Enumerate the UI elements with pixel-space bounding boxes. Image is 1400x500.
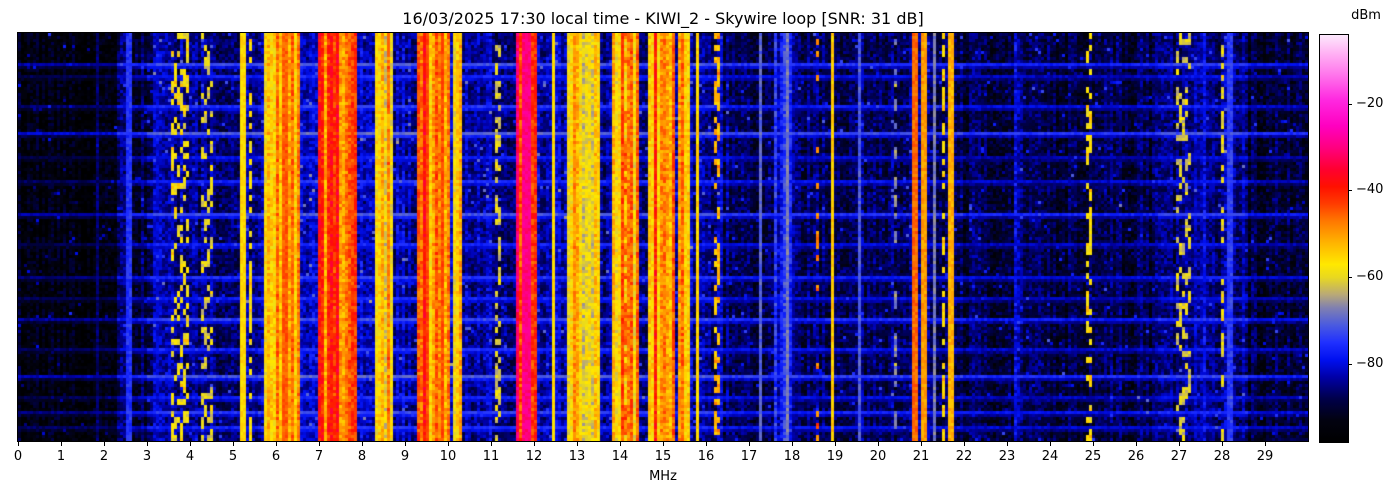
colorbar-tick-mark [1348,190,1352,192]
x-tick-label: 10 [439,449,457,464]
x-tick-mark [405,442,406,446]
x-tick-mark [491,442,492,446]
x-tick-label: 14 [611,449,629,464]
x-tick-label: 3 [142,449,152,464]
x-tick-mark [1136,442,1137,446]
plot-area [17,32,1309,442]
x-tick-mark [663,442,664,446]
x-tick-label: 1 [56,449,66,464]
x-axis-label: MHz [649,469,677,484]
x-tick-label: 5 [228,449,238,464]
x-tick-mark [620,442,621,446]
x-tick-mark [233,442,234,446]
x-tick-mark [749,442,750,446]
x-tick-mark [1050,442,1051,446]
x-tick-mark [534,442,535,446]
x-tick-label: 26 [1127,449,1145,464]
colorbar-tick-mark [1348,276,1352,278]
x-tick-mark [147,442,148,446]
x-tick-mark [921,442,922,446]
x-tick-label: 28 [1213,449,1231,464]
x-tick-label: 4 [185,449,195,464]
x-tick-label: 21 [912,449,930,464]
x-tick-mark [362,442,363,446]
x-tick-label: 9 [400,449,410,464]
x-axis: 0 1 2 3 4 5 6 7 8 9 10 11 12 13 14 15 16 17 18 19 20 21 22 23 24… [0,442,1400,472]
x-tick-mark [706,442,707,446]
x-tick-label: 7 [314,449,324,464]
x-tick-label: 18 [783,449,801,464]
x-tick-label: 6 [271,449,281,464]
x-tick-label: 16 [697,449,715,464]
x-tick-mark [61,442,62,446]
x-tick-label: 25 [1084,449,1102,464]
colorbar-tick-label: −20 [1356,95,1384,111]
x-tick-mark [1093,442,1094,446]
x-tick-label: 8 [357,449,367,464]
x-tick-mark [1265,442,1266,446]
x-tick-label: 17 [740,449,758,464]
x-tick-label: 22 [955,449,973,464]
x-tick-mark [577,442,578,446]
x-tick-label: 19 [826,449,844,464]
colorbar-tick-label: −60 [1356,268,1384,284]
colorbar-gradient [1320,35,1348,442]
x-tick-mark [319,442,320,446]
x-tick-label: 27 [1170,449,1188,464]
x-tick-mark [792,442,793,446]
x-tick-label: 15 [654,449,672,464]
x-tick-mark [835,442,836,446]
x-tick-mark [18,442,19,446]
x-tick-label: 29 [1256,449,1274,464]
colorbar-tick-mark [1348,363,1352,365]
x-tick-label: 11 [482,449,500,464]
colorbar-tick-label: −40 [1356,182,1384,198]
colorbar [1319,34,1349,443]
chart-title: 16/03/2025 17:30 local time - KIWI_2 - S… [402,9,924,28]
x-tick-label: 12 [525,449,543,464]
x-tick-mark [878,442,879,446]
x-tick-label: 20 [869,449,887,464]
x-tick-mark [104,442,105,446]
colorbar-tick-label: −80 [1356,355,1384,371]
x-tick-label: 0 [13,449,23,464]
x-tick-mark [276,442,277,446]
x-tick-label: 24 [1041,449,1059,464]
x-tick-mark [964,442,965,446]
x-tick-mark [1179,442,1180,446]
colorbar-label: dBm [1351,8,1381,23]
x-tick-mark [1007,442,1008,446]
x-tick-label: 13 [568,449,586,464]
spectrogram-heatmap [18,33,1308,441]
x-tick-label: 23 [998,449,1016,464]
x-tick-mark [448,442,449,446]
colorbar-tick-mark [1348,103,1352,105]
x-tick-mark [1222,442,1223,446]
x-tick-label: 2 [99,449,109,464]
x-tick-mark [190,442,191,446]
